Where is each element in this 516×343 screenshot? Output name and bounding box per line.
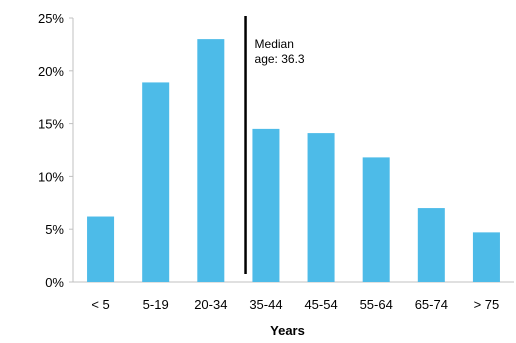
bar bbox=[142, 82, 170, 282]
x-tick-label: 20-34 bbox=[194, 297, 227, 312]
y-tick-label: 10% bbox=[38, 169, 64, 184]
y-tick-label: 25% bbox=[38, 11, 64, 26]
x-axis-title: Years bbox=[270, 323, 305, 338]
x-tick-label: 45-54 bbox=[304, 297, 337, 312]
x-tick-label: 55-64 bbox=[360, 297, 393, 312]
x-axis-ticks: < 5 5-19 20-34 35-44 45-54 55-64 65-74 > 75 bbox=[91, 297, 499, 312]
y-tick-label: 0% bbox=[45, 275, 64, 290]
x-tick-label: 35-44 bbox=[249, 297, 282, 312]
x-tick-label: > 75 bbox=[474, 297, 500, 312]
x-tick-label: < 5 bbox=[91, 297, 109, 312]
bar bbox=[362, 157, 390, 282]
median-label: Median bbox=[255, 37, 294, 51]
y-tick-label: 5% bbox=[45, 222, 64, 237]
bar bbox=[252, 128, 280, 282]
bar bbox=[197, 39, 225, 283]
x-tick-label: 65-74 bbox=[415, 297, 448, 312]
median-value-label: age: 36.3 bbox=[255, 52, 305, 66]
x-tick-label: 5-19 bbox=[143, 297, 169, 312]
bar-series bbox=[87, 39, 500, 283]
bar bbox=[417, 208, 445, 282]
bar bbox=[307, 133, 335, 282]
y-tick-label: 15% bbox=[38, 117, 64, 132]
y-axis-ticks: 0% 5% 10% 15% 20% 25% bbox=[38, 11, 73, 290]
bar bbox=[472, 232, 500, 282]
bar bbox=[87, 216, 115, 282]
y-tick-label: 20% bbox=[38, 64, 64, 79]
